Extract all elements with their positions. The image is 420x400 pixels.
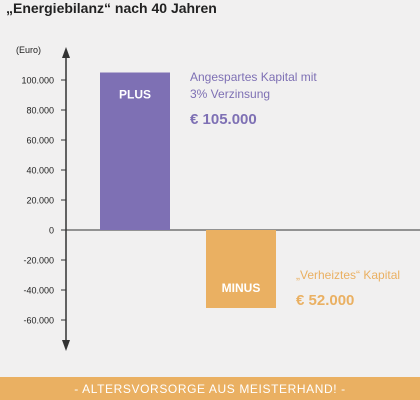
y-tick-label: 40.000: [26, 166, 54, 176]
amount-minus: € 52.000: [296, 292, 354, 309]
amount-plus: € 105.000: [190, 111, 257, 128]
footer-banner: - ALTERSVORSORGE AUS MEISTERHAND! -: [0, 377, 420, 400]
y-tick-label: -40.000: [23, 286, 54, 296]
chart-title: „Energiebilanz“ nach 40 Jahren: [6, 0, 217, 16]
energy-balance-chart: (Euro) 100.000 80.000 60.000 40.000 20.000 0 -2…: [16, 45, 420, 351]
bar-plus: [100, 72, 170, 230]
y-tick-label: 20.000: [26, 196, 54, 206]
y-tick-label: 100.000: [21, 76, 54, 86]
y-axis-arrow-down: [62, 340, 70, 351]
annotation-minus: „Verheiztes“ Kapital: [296, 268, 400, 282]
y-tick-label: -60.000: [23, 316, 54, 326]
bar-label-plus: PLUS: [119, 88, 151, 102]
annotation-plus: Angespartes Kapital mit: [190, 70, 317, 84]
bar-minus: [206, 230, 276, 308]
y-tick-label: -20.000: [23, 256, 54, 266]
y-axis-label: (Euro): [16, 45, 41, 55]
y-tick-label: 0: [49, 226, 54, 236]
bar-label-minus: MINUS: [222, 281, 261, 295]
y-axis-arrow-up: [62, 47, 70, 58]
y-tick-label: 80.000: [26, 106, 54, 116]
y-tick-label: 60.000: [26, 136, 54, 146]
annotation-plus: 3% Verzinsung: [190, 87, 270, 101]
